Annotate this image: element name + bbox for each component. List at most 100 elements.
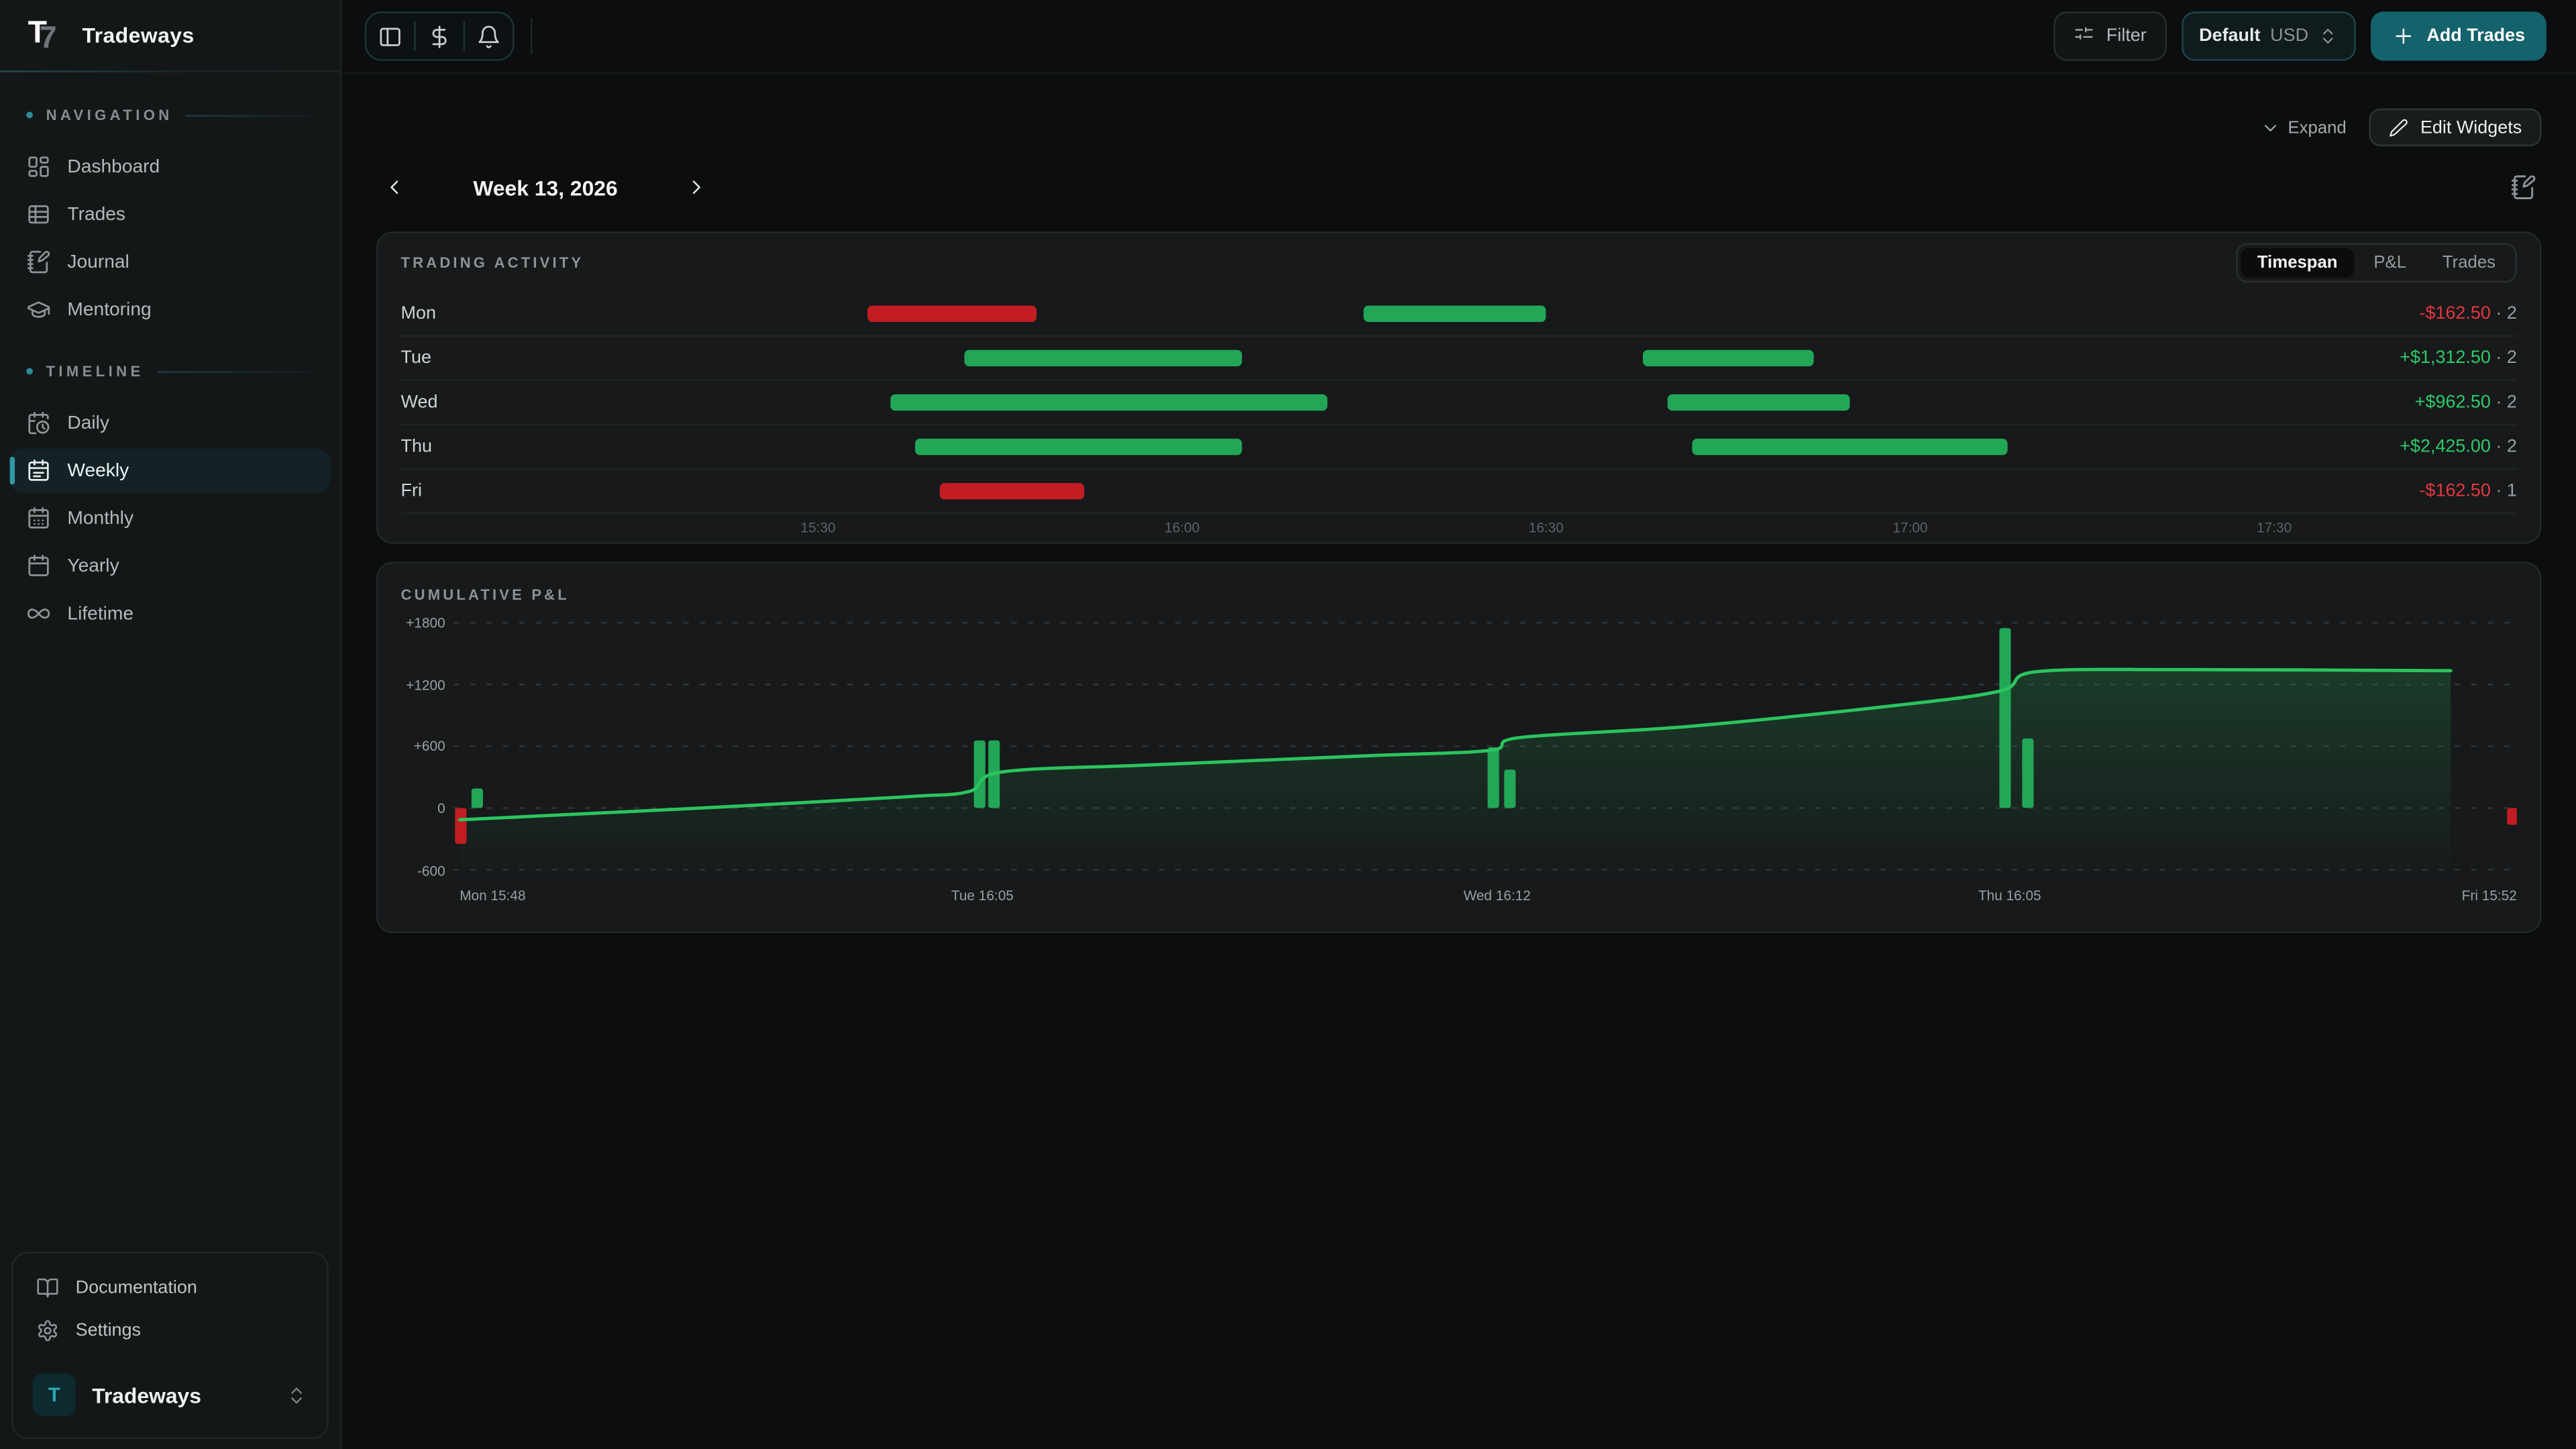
chevron-down-icon (2260, 117, 2279, 137)
add-trades-button[interactable]: Add Trades (2371, 11, 2546, 61)
day-label: Thu (400, 437, 433, 457)
sidebar-item-label: Weekly (67, 460, 129, 481)
bell-icon (476, 24, 501, 49)
section-title: NAVIGATION (46, 107, 173, 123)
week-notes-button[interactable] (2506, 169, 2542, 205)
filter-label: Filter (2106, 26, 2147, 46)
x-axis-label: Fri 15:52 (2461, 887, 2517, 904)
sidebar-item-lifetime[interactable]: Lifetime (10, 592, 331, 636)
expand-label: Expand (2288, 117, 2347, 138)
activity-lane (757, 381, 2517, 424)
topbar: Filter Default USD Add Trades (341, 0, 2576, 74)
time-tick: 16:00 (1165, 519, 1200, 536)
tab-timespan[interactable]: Timespan (2241, 248, 2355, 278)
trade-pnl-bar (1999, 628, 2011, 808)
trade-span-bar (963, 350, 1243, 367)
next-week-button[interactable] (678, 169, 714, 205)
account-switcher[interactable]: T Tradeways (19, 1365, 320, 1424)
y-axis-label: +1800 (406, 614, 445, 631)
sidebar-nav: NAVIGATION Dashboard Trades Journal Mentorin… (0, 72, 340, 1242)
trade-count: · 2 (2490, 348, 2517, 368)
pnl-amount: +$962.50 (2414, 392, 2491, 413)
currency-code: USD (2270, 26, 2309, 46)
day-pnl-value: +$2,425.00 · 2 (2400, 437, 2517, 456)
app-title: Tradeways (82, 23, 195, 48)
chevron-right-icon (685, 176, 708, 199)
week-nav-cluster: Week 13, 2026 (376, 169, 714, 205)
tab-trades[interactable]: Trades (2442, 253, 2496, 273)
expand-toggle[interactable]: Expand (2260, 117, 2347, 137)
book-open-icon (36, 1277, 59, 1299)
trade-count: · 2 (2490, 437, 2517, 457)
avatar: T (32, 1373, 76, 1417)
currency-name: Default (2199, 26, 2261, 46)
trade-count: · 2 (2490, 392, 2517, 413)
trade-span-bar (1691, 438, 2007, 455)
sidebar-item-settings[interactable]: Settings (19, 1309, 320, 1352)
day-label: Fri (400, 481, 422, 501)
sidebar-item-label: Dashboard (67, 156, 160, 177)
content: Expand Edit Widgets Week 13, 2026 (341, 74, 2576, 1449)
account-name: Tradeways (92, 1382, 202, 1407)
graduation-cap-icon (26, 297, 51, 322)
sidebar-item-journal[interactable]: Journal (10, 240, 331, 284)
sidebar-item-label: Daily (67, 413, 110, 433)
x-axis-label: Wed 16:12 (1463, 887, 1531, 904)
sidebar-item-label: Monthly (67, 508, 134, 529)
sidebar-item-label: Mentoring (67, 299, 152, 320)
sidebar-item-mentoring[interactable]: Mentoring (10, 288, 331, 332)
y-axis-label: +600 (413, 738, 445, 755)
edit-widgets-button[interactable]: Edit Widgets (2369, 108, 2542, 146)
pnl-x-axis: Mon 15:48 Tue 16:05 Wed 16:12 Thu 16:05 Fri … (453, 885, 2517, 908)
currency-select[interactable]: Default USD (2181, 11, 2357, 61)
cumulative-pnl-line (458, 667, 2453, 822)
pnl-amount: +$2,425.00 (2400, 437, 2491, 457)
section-divider (157, 370, 314, 372)
day-pnl-value: -$162.50 · 2 (2420, 304, 2517, 323)
sidebar-item-daily[interactable]: Daily (10, 401, 331, 445)
sidebar-item-trades[interactable]: Trades (10, 193, 331, 237)
sidebar-item-label: Yearly (67, 555, 119, 576)
sidebar-header: 7 T Tradeways (0, 0, 340, 72)
activity-lane (757, 337, 2517, 380)
sidebar-item-dashboard[interactable]: Dashboard (10, 145, 331, 189)
activity-lane (757, 470, 2517, 513)
balance-button[interactable] (416, 13, 464, 60)
topbar-icon-group (364, 11, 515, 61)
previous-week-button[interactable] (376, 169, 413, 205)
cumulative-pnl-title: CUMULATIVE P&L (400, 586, 570, 602)
sidebar-footer: Documentation Settings T Tradeways (11, 1252, 329, 1440)
logo-front-glyph: T (28, 15, 48, 50)
week-navigation: Week 13, 2026 (376, 166, 2542, 209)
trade-pnl-bar (1504, 769, 1516, 808)
activity-row-mon: Mon -$162.50 · 2 (400, 292, 2517, 337)
y-axis-label: -600 (417, 861, 445, 878)
time-tick: 17:00 (1892, 519, 1928, 536)
pnl-y-axis: +1800 +1200 +600 0 -600 (401, 614, 453, 882)
week-title: Week 13, 2026 (473, 174, 618, 200)
sidebar-item-weekly[interactable]: Weekly (9, 448, 331, 493)
cumulative-pnl-widget: CUMULATIVE P&L +1800 +1200 +600 0 -600 Mon 1… (376, 561, 2542, 934)
day-label: Tue (400, 348, 431, 368)
activity-tab-group: Timespan P&L Trades (2236, 243, 2517, 283)
filter-button[interactable]: Filter (2053, 11, 2167, 61)
pnl-plot (453, 622, 2517, 882)
topbar-divider (531, 17, 533, 54)
dashboard-icon (26, 154, 51, 179)
activity-row-wed: Wed +$962.50 · 2 (400, 381, 2517, 426)
sidebar-section-navigation: NAVIGATION Dashboard Trades Journal Mentorin… (0, 99, 340, 332)
notifications-button[interactable] (465, 13, 513, 60)
sidebar-item-monthly[interactable]: Monthly (10, 496, 331, 541)
trade-pnl-bar (471, 788, 483, 808)
sidebar-item-label: Settings (75, 1320, 142, 1341)
table-icon (26, 202, 51, 227)
sidebar-item-documentation[interactable]: Documentation (19, 1267, 320, 1309)
day-pnl-value: +$962.50 · 2 (2415, 392, 2517, 412)
week-actions (2506, 169, 2542, 205)
sidebar-toggle-button[interactable] (366, 13, 414, 60)
time-tick: 17:30 (2257, 519, 2292, 536)
sidebar-item-yearly[interactable]: Yearly (10, 544, 331, 588)
tab-p-l[interactable]: P&L (2373, 253, 2407, 273)
sidebar-item-label: Journal (67, 252, 129, 272)
